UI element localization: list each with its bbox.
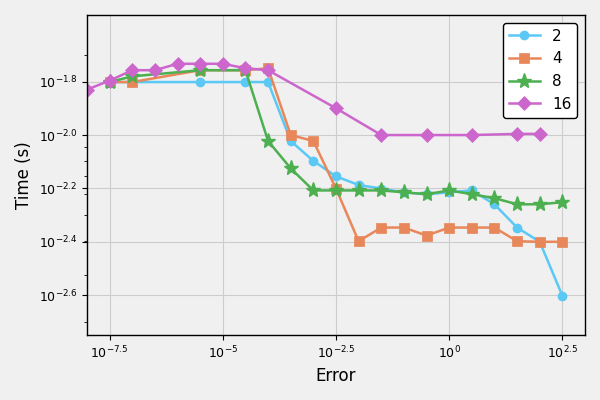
4 xyxy=(287,133,295,138)
2 xyxy=(423,192,430,197)
4 xyxy=(446,225,453,230)
8 xyxy=(423,192,430,197)
4 xyxy=(423,233,430,238)
2 xyxy=(287,138,295,143)
4 xyxy=(559,239,566,244)
8 xyxy=(332,188,340,193)
4 xyxy=(400,225,407,230)
2 xyxy=(491,202,498,207)
16 xyxy=(128,68,136,73)
8 xyxy=(536,202,544,207)
8 xyxy=(491,196,498,200)
16 xyxy=(468,133,475,138)
Line: 8: 8 xyxy=(102,62,570,212)
16 xyxy=(83,87,91,92)
16 xyxy=(377,133,385,138)
4 xyxy=(128,80,136,84)
2 xyxy=(128,80,136,84)
Legend: 2, 4, 8, 16: 2, 4, 8, 16 xyxy=(503,23,577,118)
2 xyxy=(514,225,521,230)
4 xyxy=(377,225,385,230)
2 xyxy=(106,80,113,84)
2 xyxy=(536,239,544,244)
16 xyxy=(536,132,544,136)
2 xyxy=(446,190,453,195)
4 xyxy=(265,66,272,71)
4 xyxy=(332,186,340,191)
16 xyxy=(265,68,272,73)
16 xyxy=(514,132,521,136)
4 xyxy=(310,138,317,143)
8 xyxy=(242,68,249,73)
2 xyxy=(400,190,407,195)
16 xyxy=(332,106,340,111)
8 xyxy=(197,68,204,73)
2 xyxy=(559,293,566,298)
8 xyxy=(287,166,295,171)
16 xyxy=(106,78,113,83)
16 xyxy=(174,61,181,66)
8 xyxy=(559,200,566,205)
8 xyxy=(355,188,362,193)
2 xyxy=(355,182,362,187)
2 xyxy=(265,80,272,84)
16 xyxy=(197,61,204,66)
8 xyxy=(446,188,453,193)
16 xyxy=(242,66,249,71)
2 xyxy=(377,186,385,191)
16 xyxy=(423,133,430,138)
8 xyxy=(128,74,136,79)
4 xyxy=(514,239,521,244)
X-axis label: Error: Error xyxy=(316,367,356,385)
4 xyxy=(197,68,204,73)
Y-axis label: Time (s): Time (s) xyxy=(15,141,33,209)
2 xyxy=(197,80,204,84)
4 xyxy=(536,239,544,244)
4 xyxy=(491,225,498,230)
16 xyxy=(151,68,158,73)
8 xyxy=(377,188,385,193)
16 xyxy=(219,61,226,66)
4 xyxy=(468,225,475,230)
8 xyxy=(514,202,521,207)
2 xyxy=(242,80,249,84)
4 xyxy=(106,80,113,84)
Line: 2: 2 xyxy=(106,78,566,300)
4 xyxy=(242,68,249,73)
2 xyxy=(332,174,340,179)
8 xyxy=(310,188,317,193)
2 xyxy=(468,188,475,193)
8 xyxy=(265,138,272,143)
8 xyxy=(400,190,407,195)
2 xyxy=(310,158,317,163)
8 xyxy=(468,192,475,197)
4 xyxy=(355,239,362,244)
8 xyxy=(106,80,113,84)
Line: 4: 4 xyxy=(105,63,567,247)
Line: 16: 16 xyxy=(82,59,545,140)
